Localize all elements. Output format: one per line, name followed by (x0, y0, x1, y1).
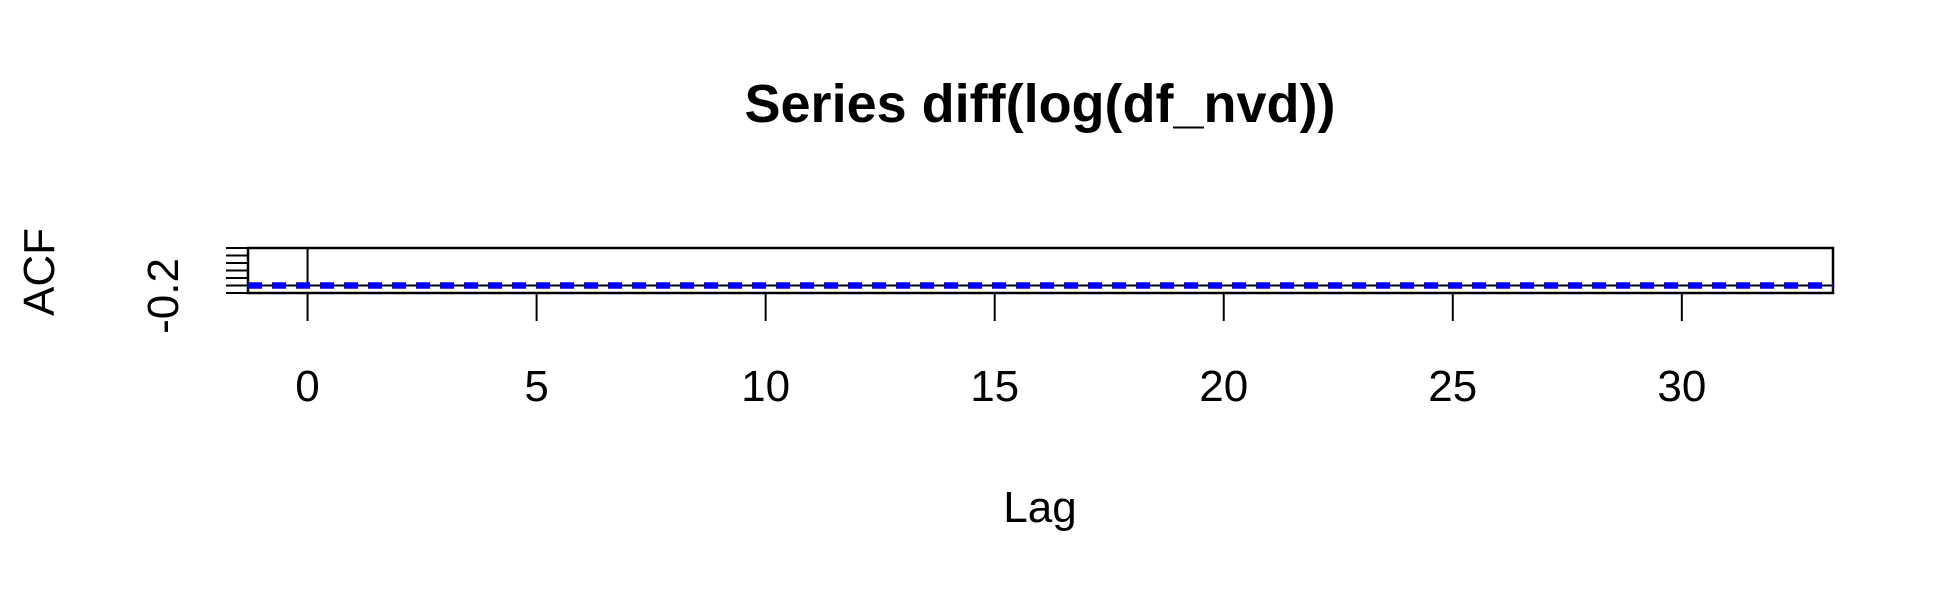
x-tick-label-5: 5 (524, 362, 548, 411)
x-tick-label-25: 25 (1428, 362, 1477, 411)
acf-bars (248, 248, 1833, 287)
x-axis-label: Lag (1003, 483, 1076, 532)
x-tick-label-30: 30 (1657, 362, 1706, 411)
confidence-bounds (248, 282, 1833, 289)
x-tick-label-0: 0 (295, 362, 319, 411)
x-axis: 0 5 10 15 20 25 30 (295, 292, 1706, 411)
y-tick-label: -0.2 (139, 258, 188, 334)
y-tick-marks (226, 247, 249, 294)
y-axis-label: ACF (15, 228, 64, 316)
chart-title: Series diff(log(df_nvd)) (745, 74, 1336, 134)
x-tick-label-20: 20 (1199, 362, 1248, 411)
x-tick-label-10: 10 (741, 362, 790, 411)
x-tick-label-15: 15 (970, 362, 1019, 411)
